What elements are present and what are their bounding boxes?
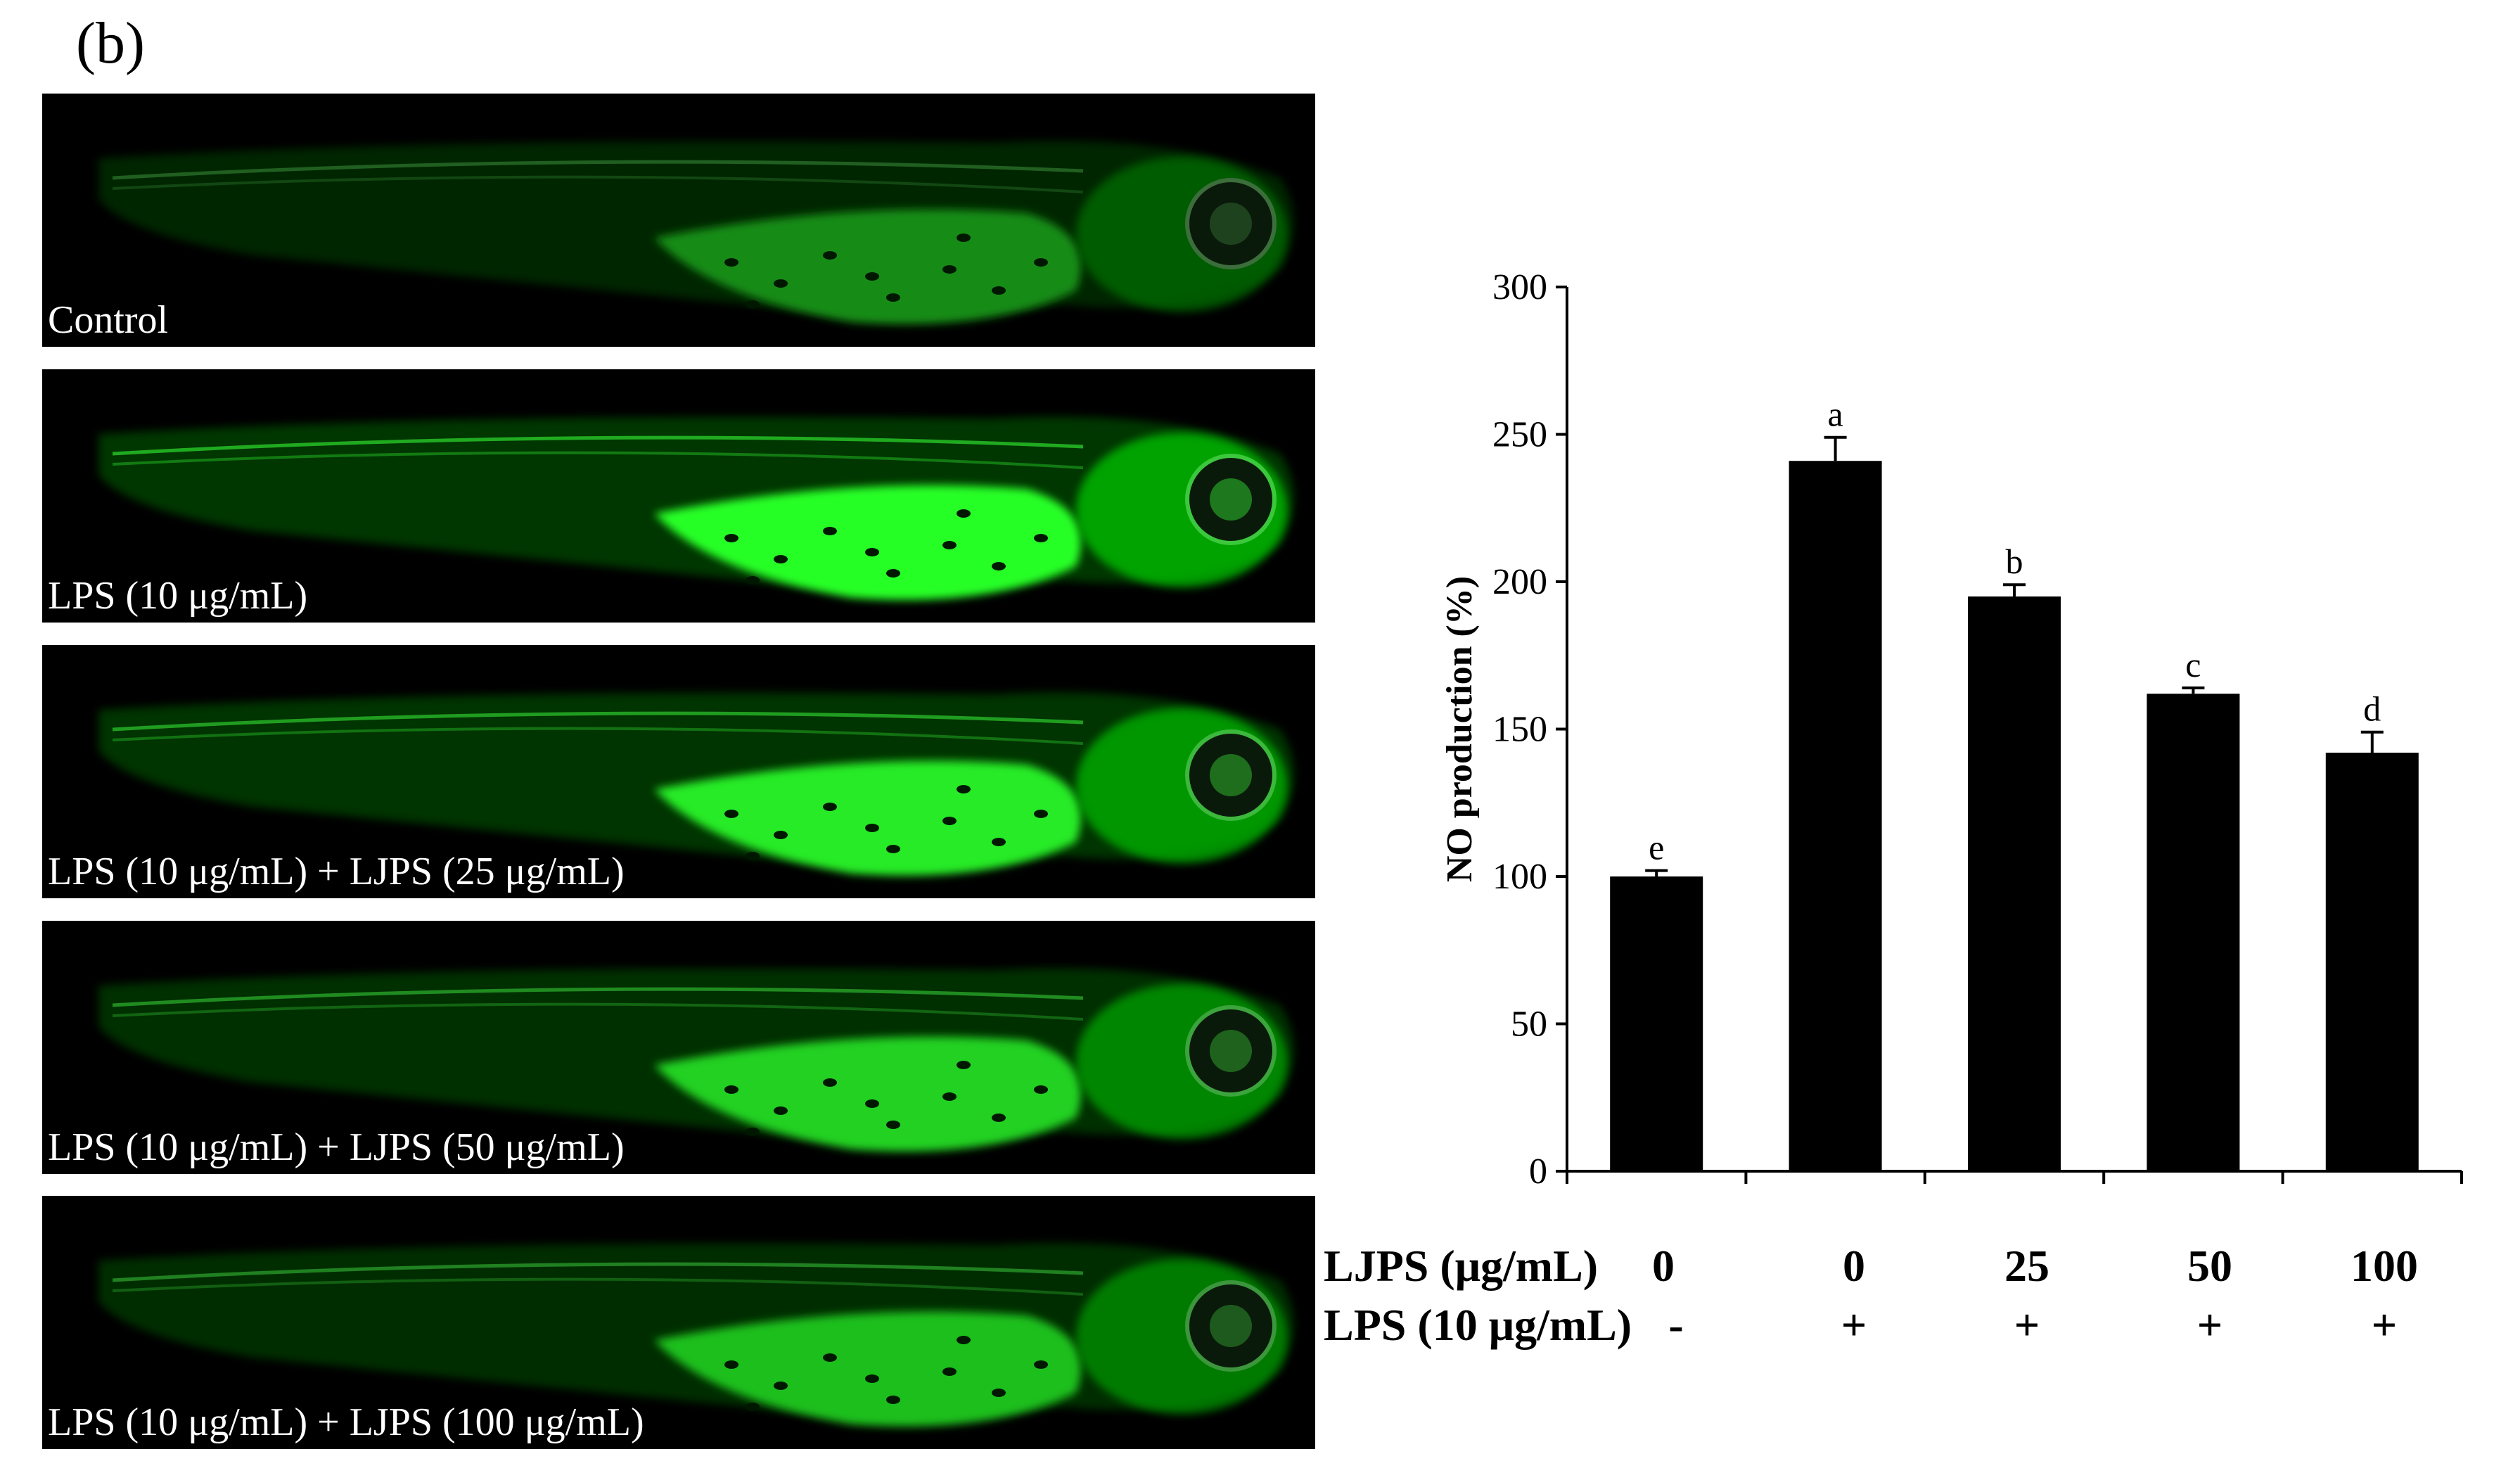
lps-row-label: LPS (10 μg/mL) [1324, 1300, 1632, 1350]
no-production-bar-chart: 0 50 100 150 200 250 300 NO production (%) e a b c d [1440, 267, 2463, 1192]
significance-letter: b [2006, 542, 2023, 581]
ljps-dose-value: 100 [2350, 1241, 2418, 1291]
zebrafish-larva-image [98, 416, 1294, 600]
y-tick-label: 150 [1492, 710, 1547, 750]
fluorescence-image-3: LPS (10 μg/mL) + LJPS (50 μg/mL) [42, 921, 1315, 1174]
ljps-dose-value: 0 [1843, 1241, 1865, 1291]
fluorescence-image-0: Control [42, 94, 1315, 347]
zebrafish-larva-image [98, 1243, 1294, 1427]
fluorescence-image-caption: Control [48, 298, 169, 342]
significance-letter: e [1649, 828, 1664, 867]
lps-presence-value: + [2371, 1300, 2398, 1350]
lps-presence-value: + [2196, 1300, 2223, 1350]
zebrafish-larva-image [98, 968, 1294, 1152]
y-tick-label: 300 [1492, 267, 1547, 307]
fluorescence-image-2: LPS (10 μg/mL) + LJPS (25 μg/mL) [42, 645, 1315, 898]
lps-presence-value: - [1668, 1300, 1684, 1350]
fluorescence-image-4: LPS (10 μg/mL) + LJPS (100 μg/mL) [42, 1196, 1315, 1449]
y-tick-label: 0 [1529, 1152, 1547, 1192]
fluorescence-image-caption: LPS (10 μg/mL) + LJPS (50 μg/mL) [48, 1125, 625, 1169]
ljps-dose-value: 0 [1652, 1241, 1675, 1291]
bar [1610, 876, 1703, 1171]
lps-presence-value: + [1841, 1300, 1867, 1350]
significance-letter: c [2185, 645, 2201, 684]
ljps-dose-value: 50 [2187, 1241, 2232, 1291]
lps-presence-value: + [2014, 1300, 2040, 1350]
panel-label: (b) [76, 11, 145, 76]
bar [1968, 596, 2061, 1171]
fluorescence-image-caption: LPS (10 μg/mL) [48, 574, 308, 618]
significance-letter: d [2363, 689, 2381, 729]
ljps-dose-value: 25 [2004, 1241, 2049, 1291]
bar [1789, 461, 1882, 1171]
bar [2147, 694, 2240, 1171]
fluorescence-image-caption: LPS (10 μg/mL) + LJPS (25 μg/mL) [48, 850, 625, 893]
y-tick-label: 100 [1492, 857, 1547, 897]
zebrafish-larva-image [98, 692, 1294, 876]
y-tick-label: 50 [1511, 1004, 1547, 1045]
y-tick-label: 200 [1492, 562, 1547, 602]
fluorescence-image-caption: LPS (10 μg/mL) + LJPS (100 μg/mL) [48, 1401, 644, 1444]
zebrafish-larva-image [98, 141, 1294, 324]
y-axis-title: NO production (%) [1440, 576, 1480, 882]
bar [2325, 753, 2419, 1171]
significance-letter: a [1827, 395, 1843, 434]
fluorescence-image-1: LPS (10 μg/mL) [42, 369, 1315, 623]
y-tick-label: 250 [1492, 415, 1547, 455]
ljps-row-label: LJPS (μg/mL) [1324, 1241, 1599, 1291]
